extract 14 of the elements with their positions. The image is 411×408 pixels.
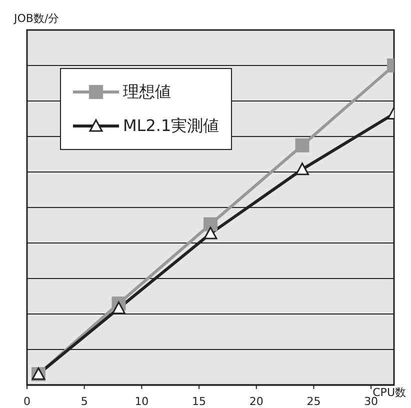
point <box>295 138 310 152</box>
y-axis-title: JOB数/分 <box>13 12 60 25</box>
point <box>112 302 126 314</box>
point <box>296 162 309 176</box>
legend-label: 理想値 <box>123 82 171 102</box>
x-tick-label: 15 <box>192 394 206 408</box>
point <box>204 217 218 232</box>
point <box>204 226 218 240</box>
x-tick-label: 10 <box>134 394 149 408</box>
x-tick-label: 20 <box>249 394 264 408</box>
legend-label: ML2.1実測値 <box>123 116 220 136</box>
x-tick-label: 0 <box>24 394 30 408</box>
x-tick-label: 25 <box>306 394 321 408</box>
x-tick-label: 5 <box>80 394 88 408</box>
